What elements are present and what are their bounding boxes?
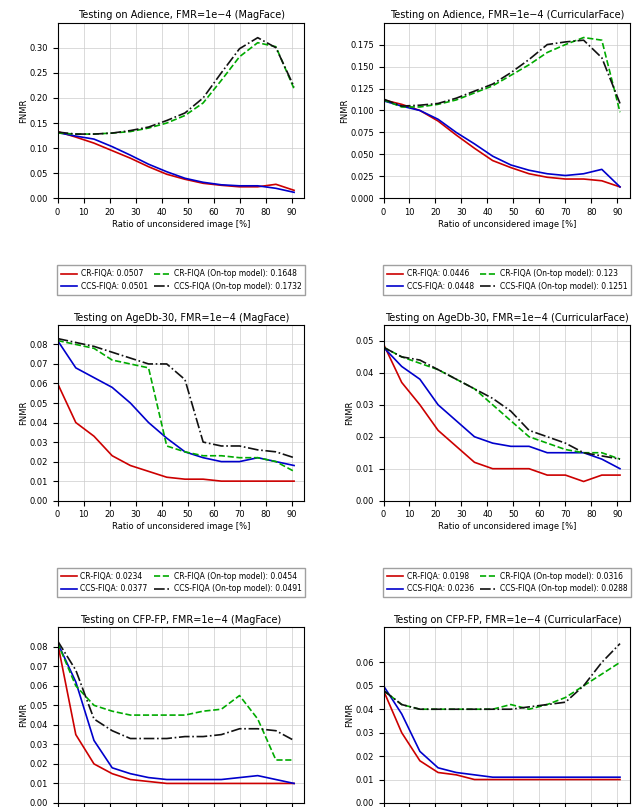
X-axis label: Ratio of unconsidered image [%]: Ratio of unconsidered image [%]	[112, 522, 250, 531]
Title: Testing on Adience, FMR=1e−4 (CurricularFace): Testing on Adience, FMR=1e−4 (Curricular…	[390, 10, 624, 20]
Y-axis label: FNMR: FNMR	[19, 703, 28, 727]
Y-axis label: FNMR: FNMR	[19, 400, 28, 425]
Y-axis label: FNMR: FNMR	[345, 400, 354, 425]
Legend: CR-FIQA: 0.0507, CCS-FIQA: 0.0501, CR-FIQA (On-top model): 0.1648, CCS-FIQA (On-: CR-FIQA: 0.0507, CCS-FIQA: 0.0501, CR-FI…	[57, 266, 305, 295]
Legend: CR-FIQA: 0.0198, CCS-FIQA: 0.0236, CR-FIQA (On-top model): 0.0316, CCS-FIQA (On-: CR-FIQA: 0.0198, CCS-FIQA: 0.0236, CR-FI…	[383, 568, 631, 597]
Title: Testing on CFP-FP, FMR=1e−4 (CurricularFace): Testing on CFP-FP, FMR=1e−4 (CurricularF…	[392, 615, 621, 625]
X-axis label: Ratio of unconsidered image [%]: Ratio of unconsidered image [%]	[112, 220, 250, 229]
Y-axis label: FNMR: FNMR	[19, 98, 28, 123]
Title: Testing on Adience, FMR=1e−4 (MagFace): Testing on Adience, FMR=1e−4 (MagFace)	[77, 10, 285, 20]
Legend: CR-FIQA: 0.0446, CCS-FIQA: 0.0448, CR-FIQA (On-top model): 0.123, CCS-FIQA (On-t: CR-FIQA: 0.0446, CCS-FIQA: 0.0448, CR-FI…	[383, 266, 631, 295]
Y-axis label: FNMR: FNMR	[340, 98, 349, 123]
Title: Testing on CFP-FP, FMR=1e−4 (MagFace): Testing on CFP-FP, FMR=1e−4 (MagFace)	[81, 615, 282, 625]
X-axis label: Ratio of unconsidered image [%]: Ratio of unconsidered image [%]	[438, 522, 576, 531]
Title: Testing on AgeDb-30, FMR=1e−4 (CurricularFace): Testing on AgeDb-30, FMR=1e−4 (Curricula…	[385, 313, 629, 323]
Title: Testing on AgeDb-30, FMR=1e−4 (MagFace): Testing on AgeDb-30, FMR=1e−4 (MagFace)	[73, 313, 289, 323]
Y-axis label: FNMR: FNMR	[345, 703, 354, 727]
X-axis label: Ratio of unconsidered image [%]: Ratio of unconsidered image [%]	[438, 220, 576, 229]
Legend: CR-FIQA: 0.0234, CCS-FIQA: 0.0377, CR-FIQA (On-top model): 0.0454, CCS-FIQA (On-: CR-FIQA: 0.0234, CCS-FIQA: 0.0377, CR-FI…	[57, 568, 305, 597]
